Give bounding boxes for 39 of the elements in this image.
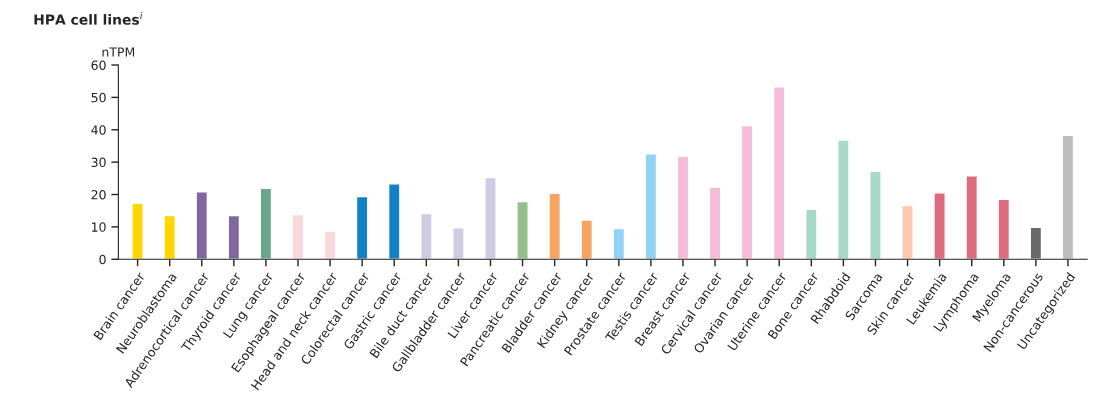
y-tick-label: 20 [91,189,106,200]
y-tick-label: 30 [91,157,106,168]
bar [387,183,401,260]
bar [740,124,754,260]
bar [1029,226,1043,260]
bar [837,139,850,260]
y-axis-title: nTPM [102,47,135,57]
chart-title: HPA cell lines$^{i}$ [34,11,143,25]
bar [1061,134,1075,260]
y-tick-label: 0 [99,254,106,265]
y-tick-label: 10 [92,222,106,232]
bar [965,175,979,260]
bar [901,204,914,260]
y-tick-label: 50 [91,92,106,103]
bar [580,219,594,260]
y-tick-label: 60 [91,60,106,70]
bar [516,200,529,260]
bar [195,191,209,260]
bar [933,192,946,260]
bar [355,195,369,260]
bar [484,176,497,260]
bar [323,230,337,260]
bar [772,86,786,260]
bar [227,214,241,260]
bar [291,213,305,260]
bar [452,227,465,260]
bar [548,192,561,260]
bar [997,198,1011,260]
bar [869,170,882,260]
bar [708,186,722,260]
y-tick-label: 40 [91,125,106,135]
bar [644,153,658,260]
bar [420,212,433,260]
bar [131,202,144,260]
bar [804,208,818,260]
bar [612,227,626,260]
bar [676,155,690,260]
bar [259,187,273,260]
bar [163,214,176,260]
